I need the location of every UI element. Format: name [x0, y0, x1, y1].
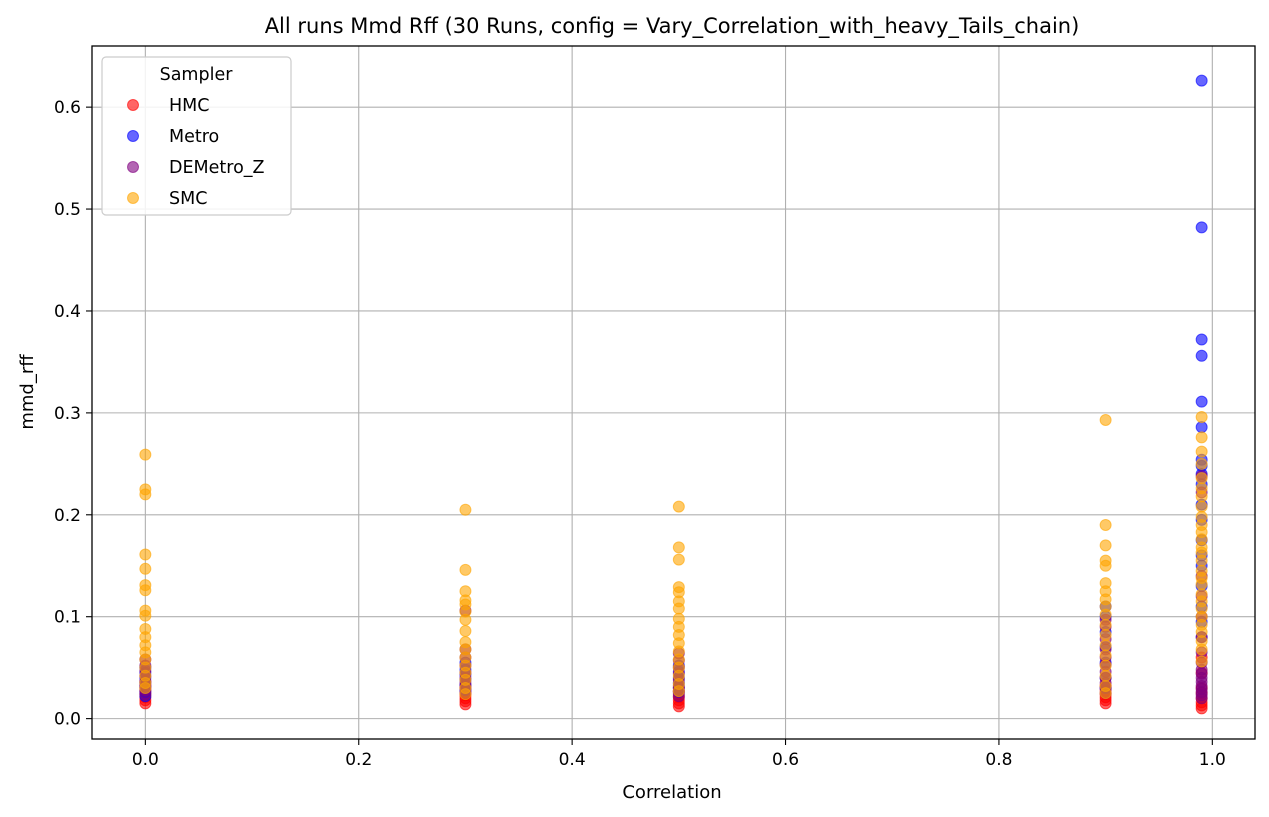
scatter-point — [1195, 333, 1208, 346]
scatter-point — [1195, 490, 1208, 503]
x-axis-label: Correlation — [622, 782, 721, 803]
legend-items: HMC Metro DEMetro_Z SMC — [127, 96, 265, 209]
legend-marker — [127, 130, 139, 142]
scatter-point — [1195, 410, 1208, 423]
y-tick-label: 0.5 — [54, 200, 81, 220]
legend-label: DEMetro_Z — [169, 158, 265, 178]
scatter-point — [459, 503, 472, 516]
data-points — [139, 74, 1208, 715]
scatter-point — [1099, 539, 1112, 552]
legend: Sampler HMC Metro DEMetro_Z SMC — [101, 56, 292, 216]
scatter-point — [1195, 349, 1208, 362]
scatter-point — [1099, 659, 1112, 672]
y-axis-ticks: 0.0 0.1 0.2 0.3 0.4 0.5 0.6 — [54, 98, 92, 730]
scatter-point — [459, 563, 472, 576]
legend-label: Metro — [169, 127, 219, 147]
scatter-point — [1099, 629, 1112, 642]
scatter-point — [1099, 649, 1112, 662]
x-tick-label: 0.4 — [559, 750, 586, 770]
legend-marker — [127, 99, 139, 111]
scatter-point — [1099, 608, 1112, 621]
x-tick-label: 0.2 — [345, 750, 372, 770]
y-axis-label: mmd_rff — [17, 354, 38, 430]
x-tick-label: 1.0 — [1199, 750, 1226, 770]
legend-label: HMC — [169, 96, 209, 116]
scatter-point — [1195, 74, 1208, 87]
scatter-point — [1195, 472, 1208, 485]
scatter-point — [139, 682, 152, 695]
scatter-point — [1195, 395, 1208, 408]
x-tick-label: 0.0 — [132, 750, 159, 770]
scatter-point — [672, 541, 685, 554]
legend-label: SMC — [169, 189, 207, 209]
scatter-point — [672, 602, 685, 615]
scatter-point — [1195, 457, 1208, 470]
scatter-point — [459, 688, 472, 701]
scatter-point — [139, 488, 152, 501]
scatter-point — [1195, 578, 1208, 591]
scatter-point — [1099, 639, 1112, 652]
scatter-point — [1195, 221, 1208, 234]
legend-box — [101, 56, 292, 216]
x-tick-label: 0.8 — [985, 750, 1012, 770]
scatter-point — [139, 584, 152, 597]
scatter-point — [459, 613, 472, 626]
scatter-point — [139, 609, 152, 622]
y-tick-label: 0.2 — [54, 506, 81, 526]
scatter-point — [1195, 500, 1208, 513]
legend-marker — [127, 192, 139, 204]
scatter-point — [139, 548, 152, 561]
scatter-point — [1099, 518, 1112, 531]
scatter-point — [459, 624, 472, 637]
scatter-point — [1195, 655, 1208, 668]
scatter-point — [1099, 669, 1112, 682]
scatter-point — [139, 448, 152, 461]
scatter-point — [1099, 559, 1112, 572]
chart-title: All runs Mmd Rff (30 Runs, config = Vary… — [265, 14, 1080, 39]
y-tick-label: 0.1 — [54, 608, 81, 628]
scatter-point — [1099, 687, 1112, 700]
scatter-point — [1195, 554, 1208, 567]
y-tick-label: 0.6 — [54, 98, 81, 118]
y-tick-label: 0.0 — [54, 710, 81, 730]
scatter-point — [1099, 618, 1112, 631]
scatter-point — [672, 685, 685, 698]
grid — [92, 46, 1255, 739]
x-axis-ticks: 0.0 0.2 0.4 0.6 0.8 1.0 — [132, 739, 1226, 770]
scatter-point — [672, 553, 685, 566]
scatter-point — [1099, 414, 1112, 427]
legend-title: Sampler — [160, 65, 234, 85]
x-tick-label: 0.6 — [772, 750, 799, 770]
scatter-point — [1195, 421, 1208, 434]
scatter-point — [1195, 431, 1208, 444]
series-smc — [139, 410, 1208, 701]
y-tick-label: 0.4 — [54, 302, 81, 322]
plot-frame — [91, 45, 1256, 740]
scatter-point — [672, 500, 685, 513]
scatter-point — [139, 562, 152, 575]
scatter-point — [1195, 445, 1208, 458]
legend-marker — [127, 161, 139, 173]
scatter-point — [1195, 643, 1208, 656]
y-tick-label: 0.3 — [54, 404, 81, 424]
